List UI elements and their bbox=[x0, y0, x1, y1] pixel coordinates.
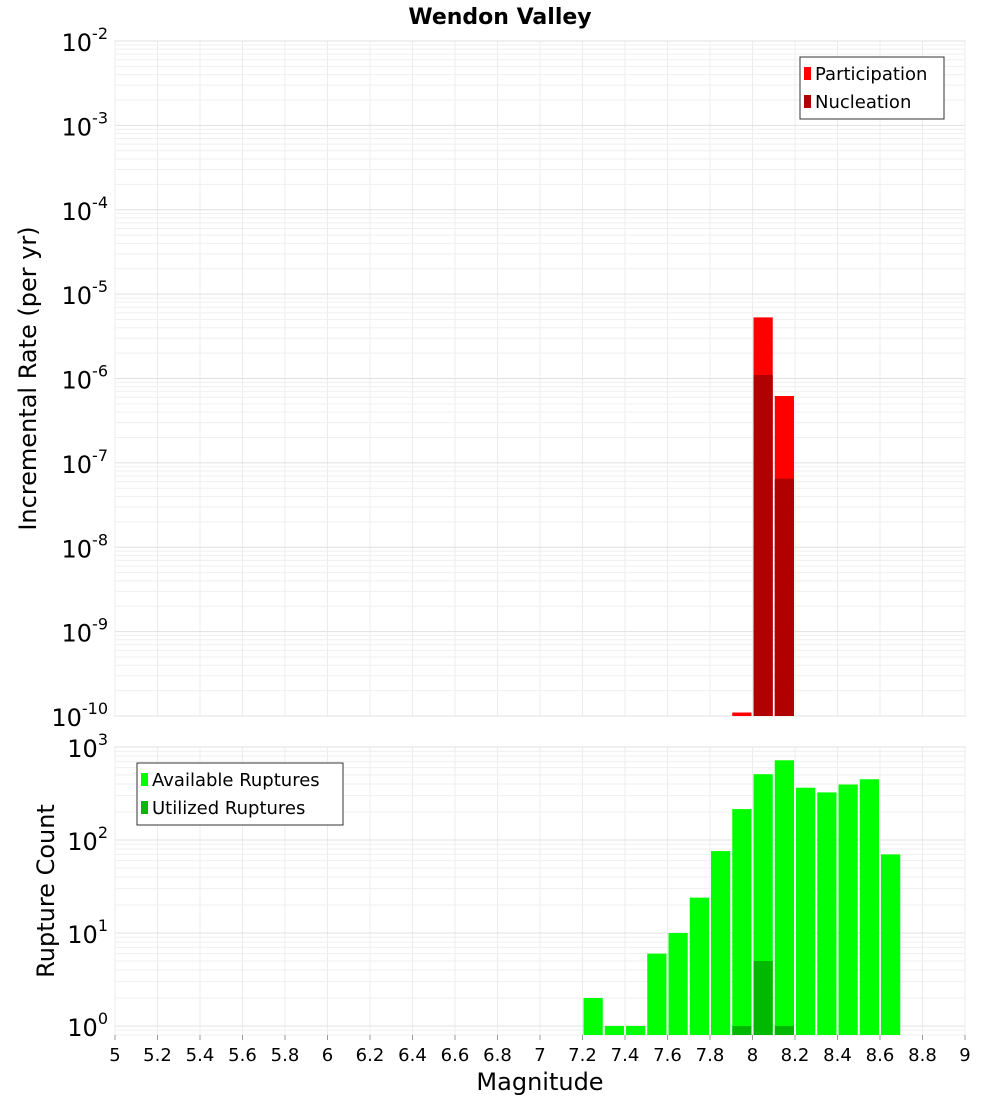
bar-available-ruptures bbox=[796, 787, 816, 1035]
y-tick-label: 10-8 bbox=[62, 530, 109, 563]
legend-entry: Participation bbox=[815, 64, 927, 85]
x-tick-label: 8.4 bbox=[823, 1045, 852, 1066]
x-tick-label: 7.6 bbox=[653, 1045, 682, 1066]
x-tick-label: 5 bbox=[109, 1045, 120, 1066]
bar-available-ruptures bbox=[817, 792, 837, 1035]
rate-plot-y-axis-label: Incremental Rate (per yr) bbox=[14, 226, 42, 530]
x-tick-label: 6.4 bbox=[398, 1045, 427, 1066]
x-tick-label: 9 bbox=[959, 1045, 970, 1066]
y-tick-label: 10-2 bbox=[62, 24, 109, 57]
y-tick-label: 102 bbox=[67, 823, 108, 856]
bar-available-ruptures bbox=[668, 932, 688, 1035]
x-tick-label: 5.6 bbox=[228, 1045, 257, 1066]
legend-entry: Available Ruptures bbox=[152, 770, 320, 791]
bar-utilized-ruptures bbox=[774, 1025, 794, 1035]
x-tick-label: 7.8 bbox=[696, 1045, 725, 1066]
bar-utilized-ruptures bbox=[732, 1025, 752, 1035]
y-tick-label: 10-7 bbox=[62, 446, 109, 479]
x-axis-ticks: 5 5.2 5.4 5.6 5.8 6 6.2 6.4 6.6 6.8 7 7.2 7.4 7.6 7.8 8… bbox=[109, 1035, 971, 1066]
bar-available-ruptures bbox=[774, 760, 794, 1035]
legend-swatch bbox=[141, 773, 148, 786]
legend-swatch bbox=[804, 67, 811, 80]
count-plot-y-ticks: 100 101 102 103 bbox=[67, 730, 108, 1042]
chart-title: Wendon Valley bbox=[408, 5, 591, 30]
bar-available-ruptures bbox=[626, 1025, 646, 1035]
bar-available-ruptures bbox=[647, 953, 667, 1035]
x-tick-label: 8 bbox=[747, 1045, 758, 1066]
rate-plot-bars bbox=[732, 317, 794, 716]
x-tick-label: 5.4 bbox=[186, 1045, 215, 1066]
rate-plot: 10-10 10-9 10-8 10-7 10-6 10-5 10-4 10-3 10-2 In… bbox=[14, 24, 966, 732]
x-tick-label: 8.8 bbox=[908, 1045, 937, 1066]
legend-box bbox=[799, 56, 945, 120]
y-tick-label: 10-9 bbox=[62, 615, 109, 648]
x-tick-label: 6.8 bbox=[483, 1045, 512, 1066]
rate-plot-y-ticks: 10-10 10-9 10-8 10-7 10-6 10-5 10-4 10-3 10-2 bbox=[51, 24, 108, 732]
y-tick-label: 103 bbox=[67, 730, 108, 763]
bar-available-ruptures bbox=[859, 779, 879, 1035]
legend-entry: Nucleation bbox=[815, 92, 911, 113]
y-tick-label: 10-4 bbox=[62, 193, 109, 226]
x-tick-label: 6 bbox=[322, 1045, 333, 1066]
bar-participation bbox=[732, 712, 752, 716]
x-axis-label: Magnitude bbox=[476, 1068, 603, 1096]
bar-utilized-ruptures bbox=[753, 960, 773, 1035]
bar-available-ruptures bbox=[711, 851, 731, 1035]
bar-available-ruptures bbox=[881, 854, 901, 1035]
bar-available-ruptures bbox=[604, 1025, 624, 1035]
bar-nucleation bbox=[753, 375, 773, 716]
y-tick-label: 101 bbox=[67, 916, 108, 949]
x-tick-label: 7.4 bbox=[611, 1045, 640, 1066]
count-plot-y-axis-label: Rupture Count bbox=[32, 804, 60, 978]
x-tick-label: 5.8 bbox=[271, 1045, 300, 1066]
x-tick-label: 8.2 bbox=[781, 1045, 810, 1066]
y-tick-label: 10-10 bbox=[51, 699, 108, 732]
y-tick-label: 10-3 bbox=[62, 108, 109, 141]
legend-entry: Utilized Ruptures bbox=[152, 798, 305, 819]
count-plot-legend: Available Ruptures Utilized Ruptures bbox=[136, 762, 344, 826]
y-tick-label: 10-5 bbox=[62, 277, 109, 310]
x-tick-label: 7 bbox=[534, 1045, 545, 1066]
bar-available-ruptures bbox=[583, 997, 603, 1035]
x-tick-label: 6.2 bbox=[356, 1045, 385, 1066]
bar-nucleation bbox=[774, 478, 794, 716]
rate-plot-legend: Participation Nucleation bbox=[799, 56, 945, 120]
legend-swatch bbox=[804, 95, 811, 108]
bar-available-ruptures bbox=[838, 784, 858, 1035]
bar-available-ruptures bbox=[689, 897, 709, 1035]
count-plot: 100 101 102 103 Rupture Count Available Rup… bbox=[32, 730, 966, 1042]
x-tick-label: 7.2 bbox=[568, 1045, 597, 1066]
legend-box bbox=[136, 762, 344, 826]
x-tick-label: 6.6 bbox=[441, 1045, 470, 1066]
legend-swatch bbox=[141, 801, 148, 814]
count-plot-bars bbox=[583, 760, 901, 1035]
rate-plot-grid bbox=[114, 40, 966, 717]
y-tick-label: 100 bbox=[67, 1009, 108, 1042]
bar-available-ruptures bbox=[732, 809, 752, 1035]
y-tick-label: 10-6 bbox=[62, 362, 109, 395]
x-tick-label: 5.2 bbox=[143, 1045, 172, 1066]
x-tick-label: 8.6 bbox=[866, 1045, 895, 1066]
